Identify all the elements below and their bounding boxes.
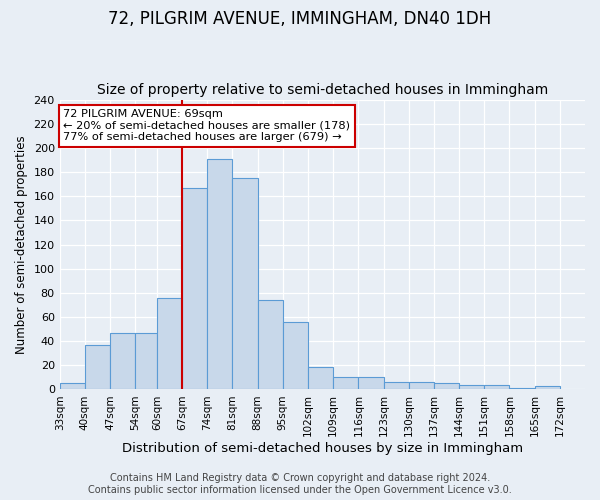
Bar [535,386,560,390]
Text: 72, PILGRIM AVENUE, IMMINGHAM, DN40 1DH: 72, PILGRIM AVENUE, IMMINGHAM, DN40 1DH [109,10,491,28]
Bar [207,158,232,390]
Bar [333,378,358,390]
Bar [459,384,484,390]
Text: Contains HM Land Registry data © Crown copyright and database right 2024.
Contai: Contains HM Land Registry data © Crown c… [88,474,512,495]
Bar [283,322,308,390]
Title: Size of property relative to semi-detached houses in Immingham: Size of property relative to semi-detach… [97,83,548,97]
Text: 72 PILGRIM AVENUE: 69sqm
← 20% of semi-detached houses are smaller (178)
77% of : 72 PILGRIM AVENUE: 69sqm ← 20% of semi-d… [63,109,350,142]
Bar [484,384,509,390]
Bar [434,384,459,390]
Bar [110,332,135,390]
Bar [509,388,535,390]
Bar [157,298,182,390]
Bar [257,300,283,390]
Bar [182,188,207,390]
Bar [383,382,409,390]
Bar [308,366,333,390]
Bar [85,345,110,390]
Bar [358,378,383,390]
Bar [59,384,85,390]
Bar [135,332,157,390]
Y-axis label: Number of semi-detached properties: Number of semi-detached properties [15,135,28,354]
X-axis label: Distribution of semi-detached houses by size in Immingham: Distribution of semi-detached houses by … [122,442,523,455]
Bar [232,178,257,390]
Bar [409,382,434,390]
